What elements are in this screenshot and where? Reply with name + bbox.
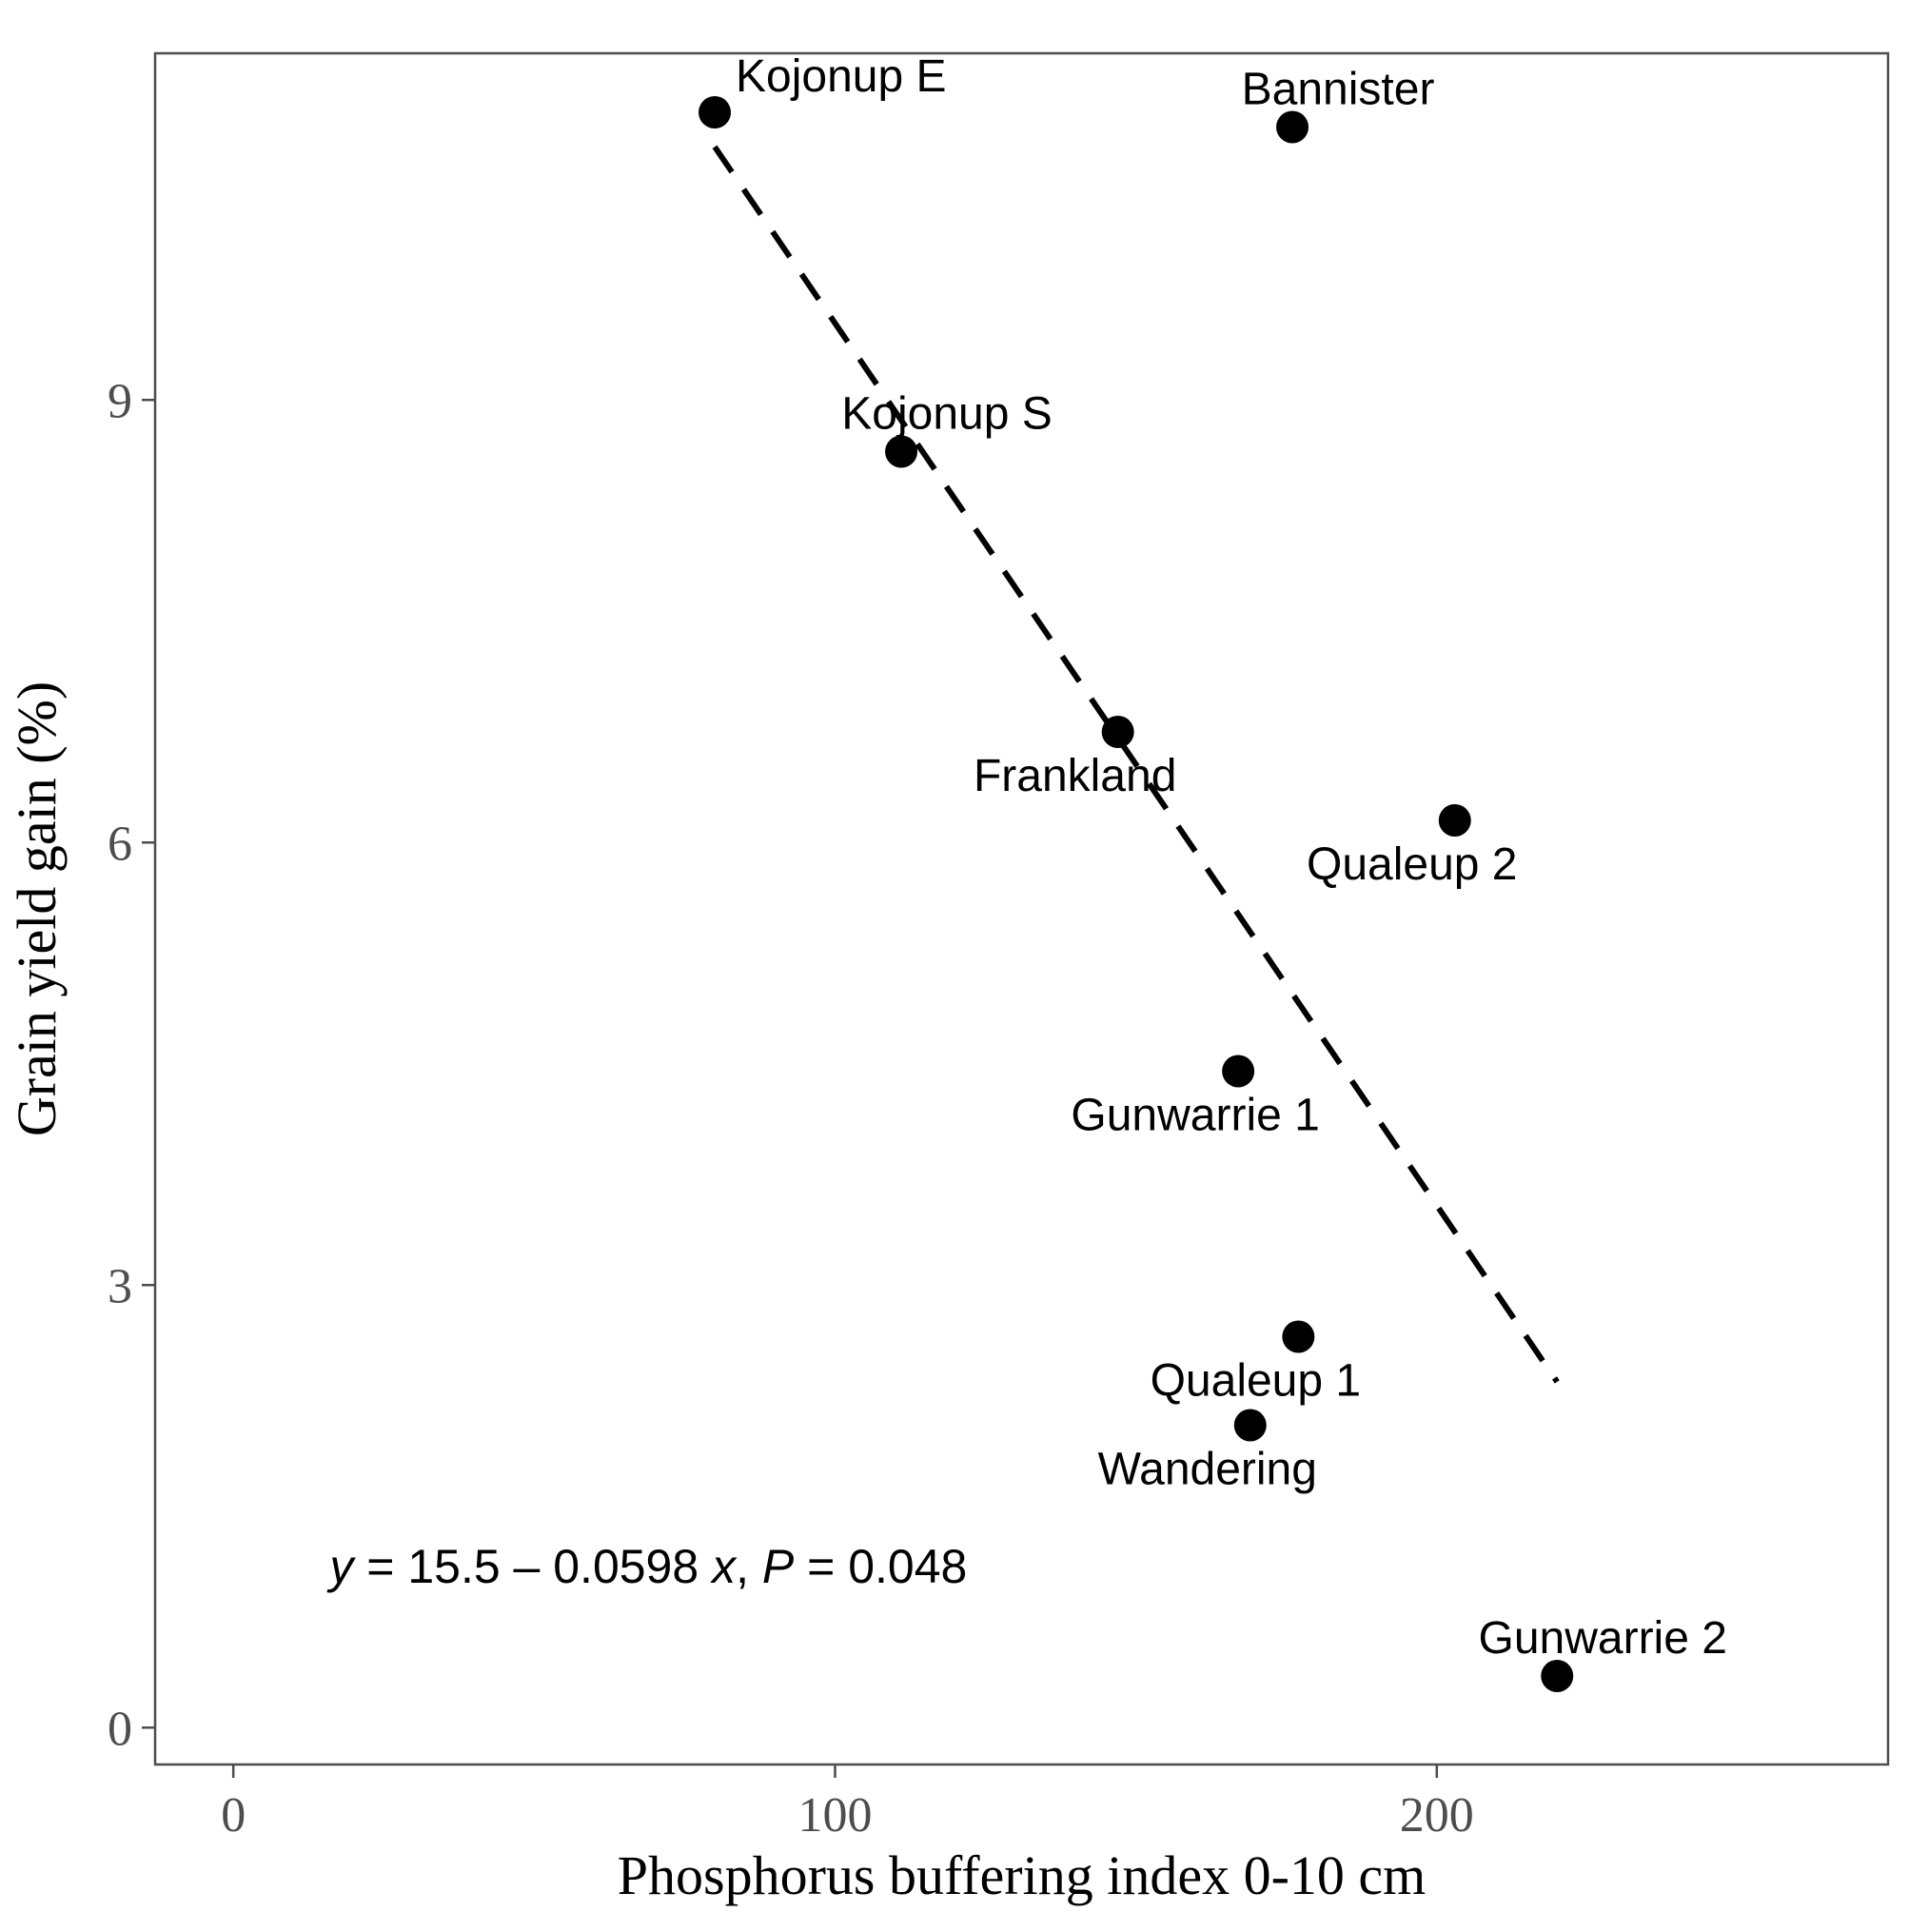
data-point [1222, 1055, 1255, 1088]
point-label: Wandering [1098, 1445, 1317, 1495]
x-tick-label: 0 [221, 1788, 246, 1843]
equation-part: , [736, 1540, 762, 1593]
point-labels-layer: Kojonup E Bannister Kojonup S Frankland Qual… [736, 51, 1727, 1664]
equation-part: x [710, 1540, 738, 1593]
point-label: Gunwarrie 2 [1479, 1613, 1727, 1664]
equation-part: P [762, 1540, 795, 1593]
equation-part: = 0.048 [794, 1540, 967, 1593]
regression-equation: y = 15.5 – 0.0598 x, P = 0.048 [326, 1540, 967, 1593]
point-label: Kojonup S [841, 389, 1053, 440]
data-point [1282, 1320, 1315, 1353]
equation-part: = 15.5 – 0.0598 [353, 1540, 712, 1593]
y-tick-label: 6 [108, 817, 132, 871]
data-point [1233, 1409, 1267, 1442]
data-point [885, 435, 918, 468]
data-point [1276, 110, 1309, 144]
regression-fit-line [712, 145, 1560, 1384]
y-axis-title: Grain yield gain (%) [6, 681, 68, 1136]
point-label: Qualeup 1 [1151, 1356, 1362, 1407]
equation-part: y [326, 1540, 356, 1593]
data-point [1101, 716, 1134, 748]
y-tick-label: 9 [108, 374, 132, 428]
data-point [699, 96, 732, 128]
fit-line-layer [712, 145, 1560, 1384]
x-axis-title: Phosphorus buffering index 0-10 cm [618, 1844, 1427, 1906]
y-tick-label: 3 [108, 1259, 132, 1313]
x-tick-label: 200 [1400, 1788, 1474, 1843]
x-tick-label: 100 [797, 1788, 872, 1843]
point-label: Bannister [1242, 65, 1435, 115]
points-layer [699, 96, 1574, 1692]
point-label: Gunwarrie 1 [1071, 1091, 1319, 1141]
y-tick-label: 0 [108, 1702, 132, 1756]
point-label: Kojonup E [736, 51, 947, 102]
point-label: Frankland [974, 751, 1176, 801]
data-point [1541, 1660, 1574, 1692]
axis-ticks-layer: 0 100 200 0 3 6 9 [108, 374, 1474, 1843]
panel-border [153, 51, 1890, 1766]
point-label: Qualeup 2 [1307, 839, 1518, 890]
data-point [1438, 804, 1471, 837]
